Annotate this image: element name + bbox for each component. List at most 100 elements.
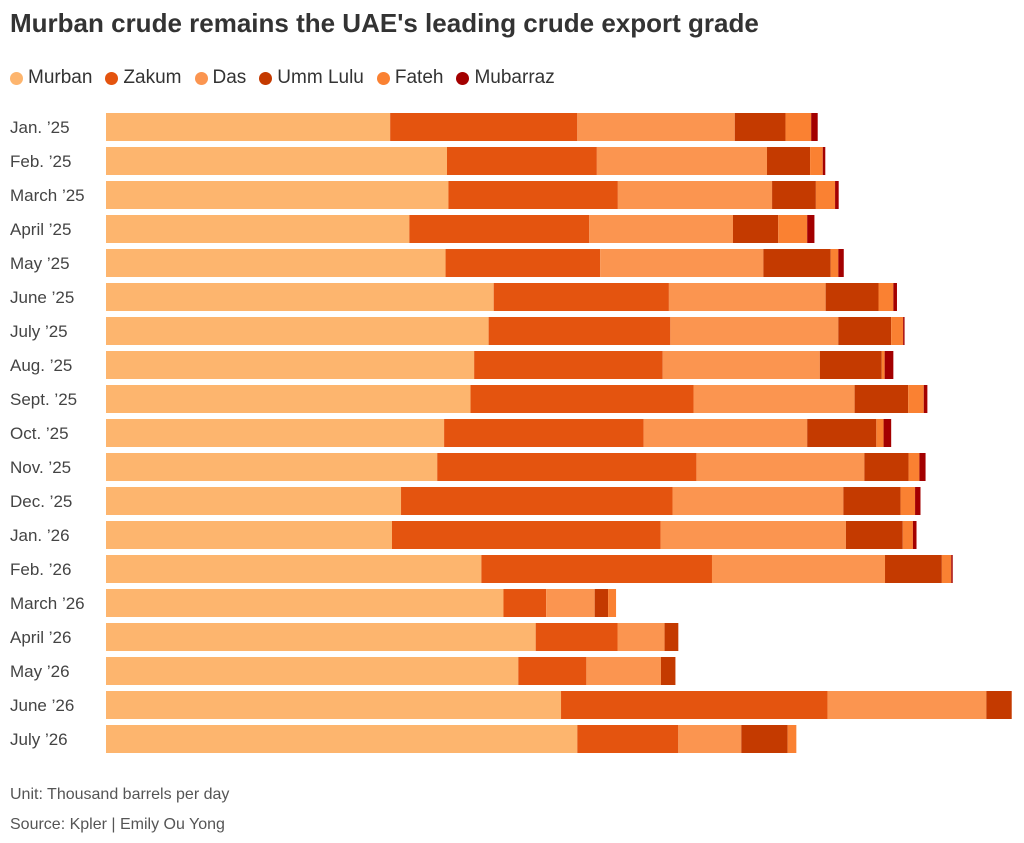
tick-label-9: Oct. ’25 bbox=[10, 424, 69, 443]
bar-mubarraz-9 bbox=[883, 419, 892, 447]
bar-mubarraz-1 bbox=[822, 147, 826, 175]
bar-umm-lulu-6 bbox=[838, 317, 892, 345]
bar-das-18 bbox=[678, 725, 742, 753]
bar-fateh-2 bbox=[815, 181, 836, 209]
bar-das-2 bbox=[617, 181, 773, 209]
bar-murban-16 bbox=[106, 657, 519, 685]
bar-fateh-4 bbox=[830, 249, 839, 277]
bar-das-4 bbox=[600, 249, 764, 277]
bar-fateh-1 bbox=[810, 147, 823, 175]
bar-das-0 bbox=[577, 113, 735, 141]
bar-das-17 bbox=[827, 691, 987, 719]
tick-label-13: Feb. ’26 bbox=[10, 560, 71, 579]
bar-zakum-14 bbox=[503, 589, 547, 617]
bar-umm-lulu-15 bbox=[664, 623, 679, 651]
bar-fateh-12 bbox=[902, 521, 913, 549]
bar-mubarraz-13 bbox=[951, 555, 953, 583]
bar-das-10 bbox=[696, 453, 865, 481]
bar-zakum-1 bbox=[447, 147, 597, 175]
bar-umm-lulu-7 bbox=[819, 351, 882, 379]
bar-mubarraz-2 bbox=[835, 181, 839, 209]
bar-zakum-7 bbox=[474, 351, 663, 379]
bar-zakum-10 bbox=[437, 453, 697, 481]
bar-zakum-3 bbox=[409, 215, 590, 243]
bar-umm-lulu-11 bbox=[843, 487, 901, 515]
bar-fateh-3 bbox=[778, 215, 808, 243]
bar-mubarraz-6 bbox=[903, 317, 905, 345]
bar-zakum-17 bbox=[561, 691, 828, 719]
bar-zakum-15 bbox=[535, 623, 618, 651]
bar-das-6 bbox=[670, 317, 839, 345]
bar-das-11 bbox=[672, 487, 844, 515]
bar-fateh-7 bbox=[881, 351, 885, 379]
bar-das-16 bbox=[586, 657, 661, 685]
legend-label-das: Das bbox=[212, 67, 247, 88]
bar-zakum-9 bbox=[444, 419, 644, 447]
bar-fateh-0 bbox=[785, 113, 812, 141]
bar-umm-lulu-9 bbox=[807, 419, 877, 447]
legend-item-mubarraz: Mubarraz bbox=[456, 67, 555, 89]
bar-murban-0 bbox=[106, 113, 391, 141]
tick-label-12: Jan. ’26 bbox=[10, 526, 70, 545]
bar-murban-10 bbox=[106, 453, 438, 481]
bar-zakum-4 bbox=[445, 249, 601, 277]
bar-das-13 bbox=[711, 555, 886, 583]
bar-fateh-13 bbox=[941, 555, 952, 583]
legend-swatch-umm-lulu bbox=[259, 71, 273, 85]
bar-zakum-8 bbox=[470, 385, 694, 413]
bar-fateh-14 bbox=[608, 589, 617, 617]
bar-zakum-6 bbox=[488, 317, 671, 345]
bar-das-14 bbox=[546, 589, 595, 617]
legend-swatch-murban bbox=[10, 71, 23, 85]
legend-swatch-mubarraz bbox=[456, 71, 470, 85]
bar-murban-1 bbox=[106, 147, 447, 175]
bar-mubarraz-3 bbox=[807, 215, 815, 243]
bar-murban-18 bbox=[106, 725, 578, 753]
tick-label-15: April ’26 bbox=[10, 628, 71, 647]
legend-item-umm-lulu: Umm Lulu bbox=[259, 67, 364, 89]
bar-umm-lulu-1 bbox=[767, 147, 811, 175]
bar-umm-lulu-16 bbox=[660, 657, 676, 685]
tick-label-16: May ’26 bbox=[10, 662, 70, 681]
legend-label-mubarraz: Mubarraz bbox=[474, 67, 555, 88]
tick-label-2: March ’25 bbox=[10, 186, 85, 205]
legend-label-fateh: Fateh bbox=[394, 67, 444, 88]
tick-label-17: June ’26 bbox=[10, 696, 74, 715]
legend: Murban Zakum Das Umm Lulu Fateh Mubarraz bbox=[10, 67, 568, 89]
unit-note: Unit: Thousand barrels per day bbox=[10, 786, 230, 803]
bar-fateh-8 bbox=[908, 385, 924, 413]
bar-mubarraz-10 bbox=[919, 453, 926, 481]
bar-murban-9 bbox=[106, 419, 445, 447]
bar-zakum-0 bbox=[390, 113, 578, 141]
bar-umm-lulu-2 bbox=[772, 181, 816, 209]
bar-zakum-18 bbox=[577, 725, 679, 753]
tick-label-18: July ’26 bbox=[10, 730, 68, 749]
tick-label-4: May ’25 bbox=[10, 254, 70, 273]
tick-label-5: June ’25 bbox=[10, 288, 74, 307]
legend-item-zakum: Zakum bbox=[105, 67, 182, 89]
bar-fateh-9 bbox=[876, 419, 884, 447]
bar-chart: Jan. ’25 Feb. ’25 March ’25 April ’25 May ’2… bbox=[10, 113, 1012, 753]
bar-das-1 bbox=[596, 147, 768, 175]
legend-item-das: Das bbox=[194, 67, 247, 89]
bar-murban-13 bbox=[106, 555, 482, 583]
bar-das-3 bbox=[589, 215, 733, 243]
bar-fateh-11 bbox=[900, 487, 916, 515]
bar-fateh-18 bbox=[787, 725, 797, 753]
bar-zakum-13 bbox=[481, 555, 712, 583]
bar-murban-5 bbox=[106, 283, 494, 311]
legend-item-fateh: Fateh bbox=[376, 67, 444, 89]
bar-mubarraz-4 bbox=[838, 249, 844, 277]
bar-murban-12 bbox=[106, 521, 392, 549]
bar-das-12 bbox=[660, 521, 846, 549]
legend-swatch-das bbox=[194, 71, 208, 85]
bar-mubarraz-11 bbox=[915, 487, 921, 515]
bar-mubarraz-12 bbox=[912, 521, 917, 549]
bar-umm-lulu-17 bbox=[986, 691, 1012, 719]
bar-umm-lulu-3 bbox=[732, 215, 779, 243]
source-note: Source: Kpler | Emily Ou Yong bbox=[10, 816, 225, 833]
legend-item-murban: Murban bbox=[10, 67, 92, 89]
tick-label-10: Nov. ’25 bbox=[10, 458, 71, 477]
bar-murban-3 bbox=[106, 215, 410, 243]
bar-murban-15 bbox=[106, 623, 536, 651]
